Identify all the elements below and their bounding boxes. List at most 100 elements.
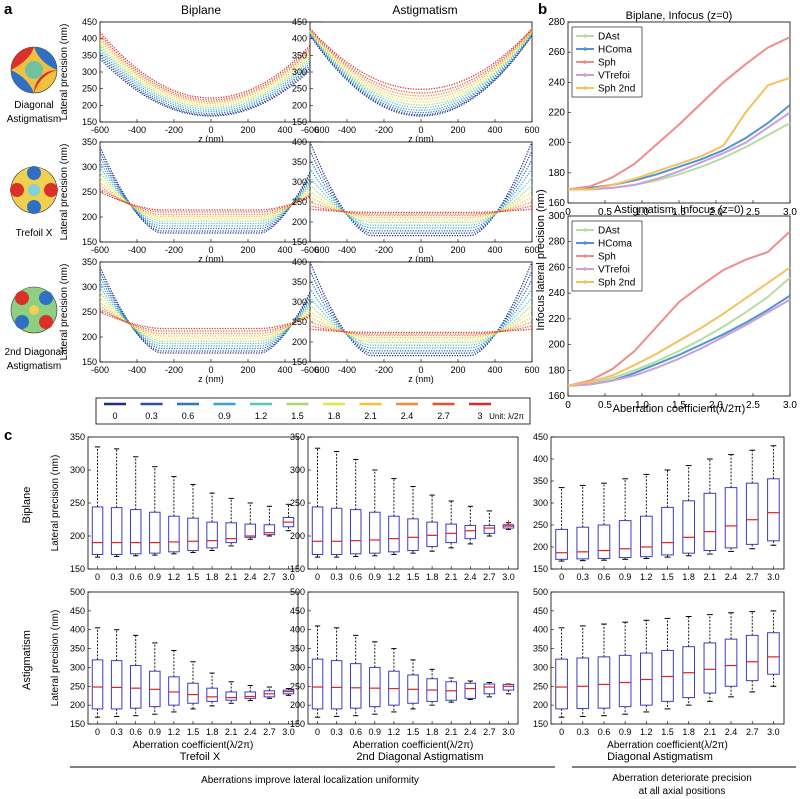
panel-a-1-1-xtick-label: 0 xyxy=(418,245,423,255)
series-line-0.6 xyxy=(99,156,323,230)
panel-a-0-0-ytick-label: 200 xyxy=(82,100,97,110)
panel-c-1-0-xtick-label: 0.6 xyxy=(129,727,142,737)
panel-c-1-1-xtick-label: 1.8 xyxy=(426,727,439,737)
panel-c-0-0-xtick-label: 0 xyxy=(95,572,100,582)
box-0.6 xyxy=(129,665,142,709)
panel-c-0-1-ytick-label: 350 xyxy=(290,432,305,442)
panel-a-1-1-xtick-label: 400 xyxy=(487,245,502,255)
panel-a-1-1-ytick-label: 150 xyxy=(292,237,307,247)
legend-marker-DAst xyxy=(583,228,587,232)
series-line-2.4 xyxy=(99,185,323,216)
panel-c-1-2-ytick-label: 150 xyxy=(533,719,548,729)
panel-c-1-2-xtick-label: 0.3 xyxy=(577,727,590,737)
series-line-0.9 xyxy=(309,32,533,111)
panel-a-1-1-xtick-label: 600 xyxy=(524,245,539,255)
legend-label-0.3: 0.3 xyxy=(145,411,158,421)
panel-b-0-xtick-label: 1.5 xyxy=(672,207,686,218)
panel-a-2-0-ytick-label: 300 xyxy=(82,282,97,292)
series-line-3 xyxy=(309,328,533,334)
series-line-2.7 xyxy=(99,188,323,213)
box-2.7 xyxy=(483,524,496,534)
c-col-title-diag: Diagonal Astigmatism xyxy=(607,751,713,763)
box-2.7 xyxy=(483,683,496,695)
panel-c-1-2-ytick-label: 200 xyxy=(533,700,548,710)
panel-c-0-2-xtick-label: 2.1 xyxy=(704,572,717,582)
panel-c-0-2-xtick-label: 0.9 xyxy=(619,572,632,582)
panel-c-0-2-ytick-label: 350 xyxy=(533,476,548,486)
panel-c-1-2-ytick-label: 500 xyxy=(533,587,548,597)
panel-a-2-0-xtick-label: -200 xyxy=(165,365,183,375)
legend-box xyxy=(95,397,531,425)
panel-c-1-0-xtick-label: 0.3 xyxy=(110,727,123,737)
series-line-0.6 xyxy=(99,52,323,114)
panel-a-2-0-xtick-label: 400 xyxy=(277,365,292,375)
panel-c-0-2-xtick-label: 1.8 xyxy=(682,572,695,582)
panel-c-1-1-xtick-label: 1.5 xyxy=(407,727,420,737)
legend-label-2.1: 2.1 xyxy=(364,411,377,421)
legend-label-0.6: 0.6 xyxy=(182,411,195,421)
panel-c-1-0-ytick-label: 500 xyxy=(70,587,85,597)
panel-c-row-biplane: Biplane xyxy=(21,487,33,524)
legend-label-2.7: 2.7 xyxy=(437,411,450,421)
panel-b-1-xtick-label: 0 xyxy=(565,400,571,411)
panel-b-1-ytick-label: 200 xyxy=(548,340,565,351)
panel-a-xlabel: z (nm) xyxy=(408,374,434,384)
panel-c-1-1-ytick-label: 300 xyxy=(290,662,305,672)
panel-c-0-0-xtick-label: 0.6 xyxy=(129,572,142,582)
panel-c-1-0-ytick-label: 450 xyxy=(70,606,85,616)
box-0.3 xyxy=(110,660,123,710)
footer-left-text: Aberrations improve lateral localization… xyxy=(201,775,419,786)
panel-a-0-0-xtick-label: -400 xyxy=(128,125,146,135)
box-2.7 xyxy=(745,482,759,545)
series-line-1.8 xyxy=(99,176,323,220)
panel-c-1-0-xtick-label: 2.4 xyxy=(244,727,257,737)
panel-c-0-1-xtick-label: 0.3 xyxy=(330,572,343,582)
row-label-2nd-line2: Astigmatism xyxy=(7,361,61,372)
panel-c-1-0-xtick-label: 0 xyxy=(95,727,100,737)
panel-c-1-0-xtick-label: 1.5 xyxy=(187,727,200,737)
panel-b-0-ytick-label: 180 xyxy=(548,168,565,179)
panel-c-0-0-ytick-label: 200 xyxy=(70,531,85,541)
static-labels: a b c Biplane Astigmatism Diagonal Astig… xyxy=(4,1,796,797)
panel-c-1-2-xtick-label: 2.7 xyxy=(746,727,759,737)
series-line-Sph-2nd xyxy=(567,266,791,387)
panel-c-1-2-xtick-label: 0 xyxy=(559,727,564,737)
legend-label-VTrefoi: VTrefoi xyxy=(598,71,630,82)
series-line-3 xyxy=(99,191,323,211)
panel-b-0-xtick-label: 1.0 xyxy=(635,207,649,218)
panel-c-1-1-ytick-label: 150 xyxy=(290,719,305,729)
panel-a-1-0-xtick-label: 0 xyxy=(208,245,213,255)
panel-a-1-0-xtick-label: -600 xyxy=(91,245,109,255)
panel-a-2-1-xtick-label: 0 xyxy=(418,365,423,375)
legend-label-Sph: Sph xyxy=(598,252,616,263)
panel-c-1-1-ytick-label: 200 xyxy=(290,700,305,710)
legend-label-Sph-2nd: Sph 2nd xyxy=(598,278,635,289)
panel-a-0-1-ytick-label: 250 xyxy=(292,84,307,94)
pupil-trefoil-x-icon xyxy=(10,166,58,214)
panel-c-1-2-xtick-label: 3.0 xyxy=(767,727,780,737)
box-0 xyxy=(311,658,324,710)
panel-a-0-0-ytick-label: 350 xyxy=(82,50,97,60)
panel-c-1-2-xtick-label: 1.2 xyxy=(640,727,653,737)
panel-b-1-ytick-label: 160 xyxy=(548,391,565,402)
panel-c-0-2-ytick-label: 250 xyxy=(533,520,548,530)
panel-c-0-2-xtick-label: 1.5 xyxy=(661,572,674,582)
panel-a-0-0-frame xyxy=(99,21,323,123)
panel-c-1-1-ytick-label: 350 xyxy=(290,644,305,654)
legend-label-HComa: HComa xyxy=(598,239,632,250)
panel-c-0-0-xtick-label: 2.1 xyxy=(225,572,238,582)
series-line-0.6 xyxy=(309,33,533,114)
panel-b-1-ytick-label: 180 xyxy=(548,365,565,376)
series-line-0.3 xyxy=(99,55,323,116)
box-0.9 xyxy=(618,520,632,559)
box-0.3 xyxy=(576,657,590,710)
legend-label-1.2: 1.2 xyxy=(255,411,268,421)
box-0 xyxy=(555,658,568,710)
footer-right-line1: Aberration deteriorate precision xyxy=(612,773,752,784)
panel-c-xlabel: Aberration coefficient(λ/2π) xyxy=(133,740,254,751)
panel-a-1-1-xtick-label: -200 xyxy=(375,245,393,255)
panel-a-1-0-xtick-label: -400 xyxy=(128,245,146,255)
panel-a-2-1-xtick-label: -200 xyxy=(375,365,393,375)
series-line-2.7 xyxy=(99,308,323,332)
series-line-Sph-2nd xyxy=(568,76,791,191)
